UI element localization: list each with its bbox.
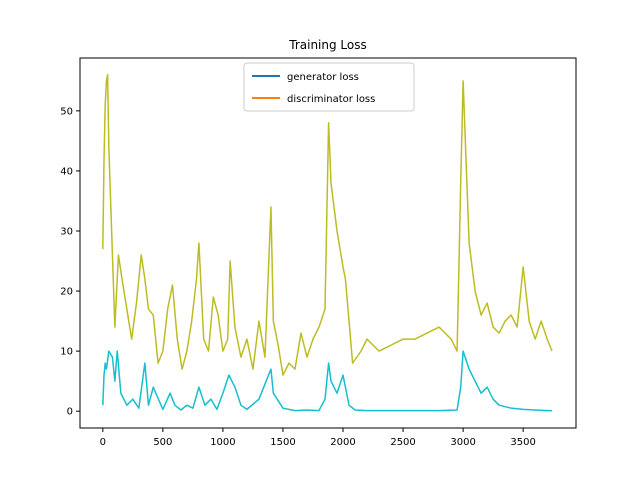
x-tick-label: 3500 (510, 437, 535, 448)
chart-title: Training Loss (288, 38, 366, 52)
legend-label: generator loss (287, 72, 359, 83)
y-tick-label: 40 (60, 166, 73, 177)
y-tick-label: 50 (60, 106, 73, 117)
legend: generator loss discriminator loss (243, 62, 415, 112)
x-tick-label: 1000 (210, 437, 235, 448)
series-line-discriminator-loss (102, 350, 552, 412)
y-tick-label: 30 (60, 226, 73, 237)
y-axis: 0 10 20 30 40 50 (60, 106, 80, 418)
x-axis: 0 500 1000 1500 2000 2500 3000 3500 (100, 428, 536, 448)
plot-frame (79, 57, 577, 429)
x-tick-label: 2500 (390, 437, 415, 448)
legend-label: discriminator loss (287, 94, 375, 105)
y-tick-label: 10 (60, 347, 73, 358)
x-tick-label: 3000 (450, 437, 475, 448)
legend-box (243, 62, 415, 112)
x-tick-label: 1500 (270, 437, 295, 448)
series-line-generator-loss (102, 74, 553, 376)
x-tick-label: 500 (153, 437, 172, 448)
y-tick-label: 0 (67, 407, 73, 418)
series-layer (102, 74, 553, 412)
x-tick-label: 0 (100, 437, 106, 448)
x-tick-label: 2000 (330, 437, 355, 448)
y-tick-label: 20 (60, 287, 73, 298)
